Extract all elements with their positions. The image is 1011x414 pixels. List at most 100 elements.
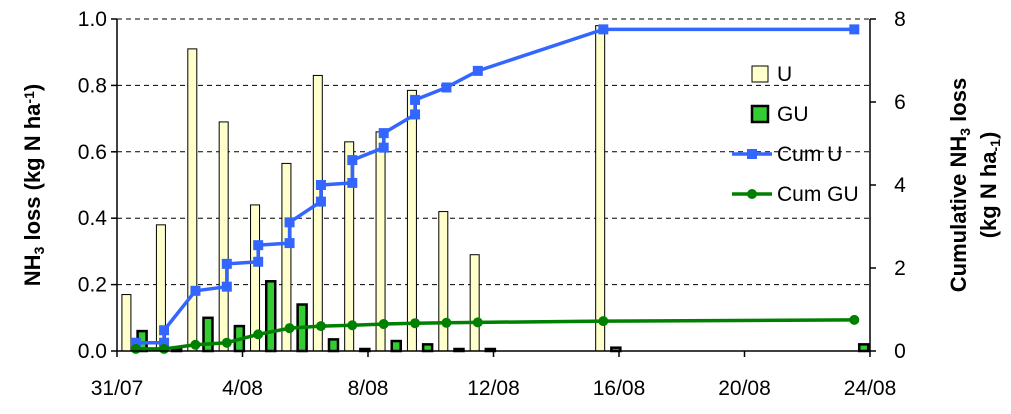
- bar-u: [121, 294, 132, 352]
- y-left-tick-label: 0.2: [78, 274, 107, 297]
- marker-cum-u: [159, 325, 170, 336]
- legend-marker: [747, 149, 757, 159]
- marker-cum-u: [441, 82, 452, 93]
- bar-gu: [390, 339, 402, 353]
- marker-cum-u: [253, 256, 264, 267]
- x-tick-label: 12/08: [467, 377, 520, 400]
- marker-cum-u: [190, 285, 201, 296]
- line-cum-gu: [135, 318, 855, 351]
- y-left-tick-label: 0.0: [78, 340, 107, 363]
- y-left-tick-label: 1.0: [78, 8, 107, 31]
- bar-u: [250, 204, 261, 352]
- x-tick-label: 31/07: [91, 377, 144, 400]
- x-tick-label: 8/08: [348, 377, 389, 400]
- x-tick-label: 24/08: [844, 377, 897, 400]
- marker-cum-gu: [472, 317, 483, 328]
- y-right-tick-label: 4: [894, 174, 906, 197]
- marker-cum-u: [472, 65, 483, 76]
- legend-item: U: [751, 63, 792, 86]
- marker-cum-u: [221, 258, 232, 269]
- marker-cum-u: [347, 155, 358, 166]
- legend-swatch: [750, 104, 770, 124]
- y-left-tick-label: 0.6: [78, 141, 107, 164]
- axis-title-part: loss (kg N ha: [20, 103, 45, 247]
- marker-cum-u: [284, 217, 295, 228]
- marker-cum-u: [378, 128, 389, 139]
- marker-cum-u: [130, 337, 141, 348]
- y-right-tick-label: 6: [894, 91, 906, 114]
- marker-cum-gu: [159, 343, 170, 354]
- legend-item: Cum U: [732, 143, 842, 166]
- legend-label: Cum GU: [777, 183, 859, 206]
- y-right-title-line2: (kg N ha-1): [976, 132, 1003, 239]
- axis-title-part: 3: [31, 246, 47, 254]
- marker-cum-gu: [221, 337, 232, 348]
- legend-label: U: [777, 63, 792, 86]
- marker-cum-u: [378, 142, 389, 153]
- bar-u: [281, 162, 292, 352]
- marker-cum-gu: [253, 329, 264, 340]
- axis-title-part: loss: [946, 78, 971, 128]
- line-cum-u: [135, 27, 855, 345]
- marker-cum-gu: [441, 317, 452, 328]
- bar-gu: [264, 280, 277, 353]
- y-left-title: NH3 loss (kg N ha-1): [20, 84, 47, 286]
- axis-title-part: -1: [987, 139, 1003, 152]
- bar-u: [406, 89, 417, 352]
- marker-cum-u: [159, 337, 170, 348]
- bar-gu: [421, 343, 434, 353]
- bar-u: [187, 48, 198, 352]
- marker-cum-u: [849, 24, 860, 35]
- bar-u: [595, 25, 606, 352]
- bar-u: [438, 211, 449, 352]
- axis-title-part: (kg N ha: [976, 151, 1001, 239]
- marker-cum-gu: [284, 323, 295, 334]
- marker-cum-gu: [378, 319, 389, 330]
- legend-marker: [747, 189, 757, 199]
- x-tick-label: 20/08: [718, 377, 771, 400]
- legend-item: Cum GU: [732, 183, 859, 206]
- marker-cum-u: [253, 240, 264, 251]
- marker-cum-u: [315, 180, 326, 190]
- marker-cum-gu: [315, 321, 326, 332]
- marker-cum-gu: [347, 320, 358, 331]
- bar-u: [469, 254, 480, 352]
- bar-u: [375, 131, 386, 352]
- marker-cum-gu: [598, 316, 609, 327]
- legend-swatch: [751, 65, 769, 83]
- y-left-tick-label: 0.4: [78, 207, 108, 230]
- axis-title-part: NH: [20, 254, 45, 286]
- axis-title-part: Cumulative NH: [946, 136, 971, 292]
- marker-cum-gu: [849, 314, 860, 325]
- marker-cum-gu: [410, 318, 421, 329]
- marker-cum-gu: [190, 339, 201, 350]
- legend-label: GU: [777, 103, 809, 126]
- bar-gu: [857, 343, 870, 353]
- bar-u: [218, 121, 229, 352]
- marker-cum-u: [315, 196, 326, 207]
- y-right-tick-label: 2: [894, 257, 906, 280]
- y-left-tick-label: 0.8: [78, 74, 107, 97]
- marker-cum-u: [284, 238, 295, 249]
- marker-cum-u: [221, 281, 232, 292]
- axes: 0.0 0.2 0.4 0.6 0.8 1.0 0 2 4 6 8 31/07 4/08 8/08 12/0…: [20, 8, 1003, 400]
- axis-title-part: -1: [21, 91, 37, 104]
- legend: U GU Cum U Cum GU: [732, 63, 859, 206]
- marker-cum-u: [410, 94, 421, 105]
- legend-item: GU: [750, 103, 809, 126]
- marker-cum-u: [347, 177, 358, 188]
- marker-cum-gu: [130, 343, 141, 354]
- marker-cum-u: [410, 109, 421, 120]
- x-tick-label: 16/08: [593, 377, 646, 400]
- marker-cum-u: [598, 24, 609, 35]
- y-right-tick-label: 0: [894, 340, 906, 363]
- axis-title-part: ): [976, 132, 1001, 139]
- bar-u: [312, 74, 323, 352]
- axis-title-part: ): [20, 84, 45, 91]
- bar-gu: [327, 338, 340, 353]
- axis-title-part: 3: [957, 128, 973, 136]
- plot-area: [117, 19, 870, 351]
- legend-label: Cum U: [777, 143, 842, 166]
